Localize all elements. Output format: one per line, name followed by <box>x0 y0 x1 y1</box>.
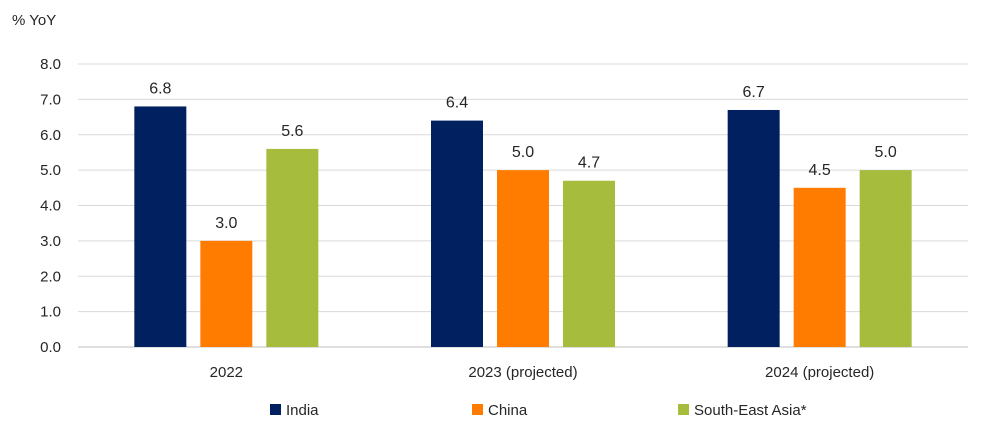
data-label: 6.7 <box>743 84 765 101</box>
y-axis-ticks: 0.0 1.0 2.0 3.0 4.0 5.0 6.0 7.0 8.0 <box>40 56 61 356</box>
y-tick-label: 3.0 <box>40 233 61 250</box>
data-label: 6.8 <box>149 80 171 97</box>
data-labels: 6.8 3.0 5.6 6.4 5.0 4.7 6.7 4.5 5.0 <box>149 80 897 231</box>
x-category-label: 2023 (projected) <box>468 364 577 381</box>
legend-label: South-East Asia* <box>694 402 807 419</box>
bar-south-east-asia-2 <box>859 170 912 347</box>
data-label: 6.4 <box>446 95 468 112</box>
data-label: 5.0 <box>875 144 897 161</box>
y-axis-title: % YoY <box>12 12 56 29</box>
data-label: 4.7 <box>578 155 600 172</box>
y-tick-label: 7.0 <box>40 91 61 108</box>
legend-swatch <box>472 404 483 415</box>
legend-label: India <box>286 402 319 419</box>
bar-china-0 <box>200 240 253 347</box>
y-tick-label: 6.0 <box>40 127 61 144</box>
bars <box>134 106 912 347</box>
data-label: 5.6 <box>281 123 303 140</box>
legend-label: China <box>488 402 528 419</box>
data-label: 3.0 <box>215 215 237 232</box>
y-tick-label: 2.0 <box>40 268 61 285</box>
y-tick-label: 4.0 <box>40 198 61 215</box>
y-tick-label: 5.0 <box>40 162 61 179</box>
x-category-label: 2024 (projected) <box>765 364 874 381</box>
data-label: 4.5 <box>809 162 831 179</box>
bar-india-2 <box>727 109 780 347</box>
x-category-label: 2022 <box>210 364 243 381</box>
y-tick-label: 8.0 <box>40 56 61 73</box>
y-tick-label: 0.0 <box>40 339 61 356</box>
bar-india-0 <box>134 106 187 347</box>
bar-south-east-asia-1 <box>563 180 615 347</box>
legend: India China South-East Asia* <box>270 402 807 419</box>
bar-india-1 <box>431 120 483 347</box>
legend-swatch <box>270 404 281 415</box>
data-label: 5.0 <box>512 144 534 161</box>
bar-china-1 <box>497 170 549 347</box>
bar-south-east-asia-0 <box>266 148 319 347</box>
y-tick-label: 1.0 <box>40 304 61 321</box>
legend-swatch <box>678 404 689 415</box>
bar-china-2 <box>793 187 846 347</box>
x-axis-categories: 2022 2023 (projected) 2024 (projected) <box>210 364 875 381</box>
